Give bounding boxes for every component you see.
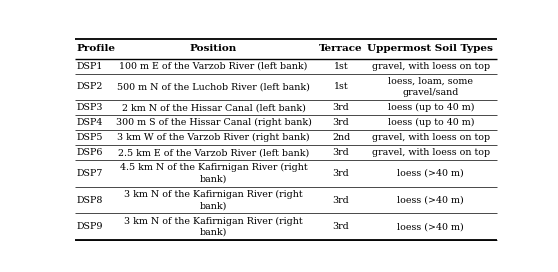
Text: 500 m N of the Luchob River (left bank): 500 m N of the Luchob River (left bank) bbox=[117, 82, 310, 91]
Text: Terrace: Terrace bbox=[319, 44, 363, 53]
Text: gravel, with loess on top: gravel, with loess on top bbox=[372, 133, 490, 142]
Text: DSP5: DSP5 bbox=[76, 133, 103, 142]
Text: DSP8: DSP8 bbox=[76, 196, 103, 205]
Text: 2.5 km E of the Varzob River (left bank): 2.5 km E of the Varzob River (left bank) bbox=[118, 148, 309, 157]
Text: DSP7: DSP7 bbox=[76, 169, 103, 178]
Text: 2 km N of the Hissar Canal (left bank): 2 km N of the Hissar Canal (left bank) bbox=[122, 103, 305, 112]
Text: 3rd: 3rd bbox=[333, 103, 349, 112]
Text: 3rd: 3rd bbox=[333, 148, 349, 157]
Text: DSP9: DSP9 bbox=[76, 222, 103, 231]
Text: 4.5 km N of the Kafirnigan River (right
bank): 4.5 km N of the Kafirnigan River (right … bbox=[120, 163, 307, 184]
Text: DSP4: DSP4 bbox=[76, 118, 103, 127]
Text: 1st: 1st bbox=[334, 62, 348, 71]
Text: 3rd: 3rd bbox=[333, 169, 349, 178]
Text: Uppermost Soil Types: Uppermost Soil Types bbox=[367, 44, 493, 53]
Text: 3 km W of the Varzob River (right bank): 3 km W of the Varzob River (right bank) bbox=[117, 133, 310, 142]
Text: loess (>40 m): loess (>40 m) bbox=[397, 196, 464, 205]
Text: loess (>40 m): loess (>40 m) bbox=[397, 222, 464, 231]
Text: 3rd: 3rd bbox=[333, 196, 349, 205]
Text: 3rd: 3rd bbox=[333, 118, 349, 127]
Text: 1st: 1st bbox=[334, 82, 348, 91]
Text: loess (>40 m): loess (>40 m) bbox=[397, 169, 464, 178]
Text: 100 m E of the Varzob River (left bank): 100 m E of the Varzob River (left bank) bbox=[119, 62, 307, 71]
Text: gravel, with loess on top: gravel, with loess on top bbox=[372, 62, 490, 71]
Text: DSP1: DSP1 bbox=[76, 62, 103, 71]
Text: 300 m S of the Hissar Canal (right bank): 300 m S of the Hissar Canal (right bank) bbox=[116, 118, 311, 127]
Text: 3 km N of the Kafirnigan River (right
bank): 3 km N of the Kafirnigan River (right ba… bbox=[124, 190, 303, 210]
Text: 3 km N of the Kafirnigan River (right
bank): 3 km N of the Kafirnigan River (right ba… bbox=[124, 217, 303, 237]
Text: gravel, with loess on top: gravel, with loess on top bbox=[372, 148, 490, 157]
Text: DSP2: DSP2 bbox=[76, 82, 103, 91]
Text: loess (up to 40 m): loess (up to 40 m) bbox=[388, 103, 474, 112]
Text: Profile: Profile bbox=[76, 44, 116, 53]
Text: DSP3: DSP3 bbox=[76, 103, 103, 112]
Text: DSP6: DSP6 bbox=[76, 148, 103, 157]
Text: Position: Position bbox=[190, 44, 237, 53]
Text: loess, loam, some
gravel/sand: loess, loam, some gravel/sand bbox=[388, 77, 473, 97]
Text: 3rd: 3rd bbox=[333, 222, 349, 231]
Text: 2nd: 2nd bbox=[332, 133, 350, 142]
Text: loess (up to 40 m): loess (up to 40 m) bbox=[388, 118, 474, 127]
